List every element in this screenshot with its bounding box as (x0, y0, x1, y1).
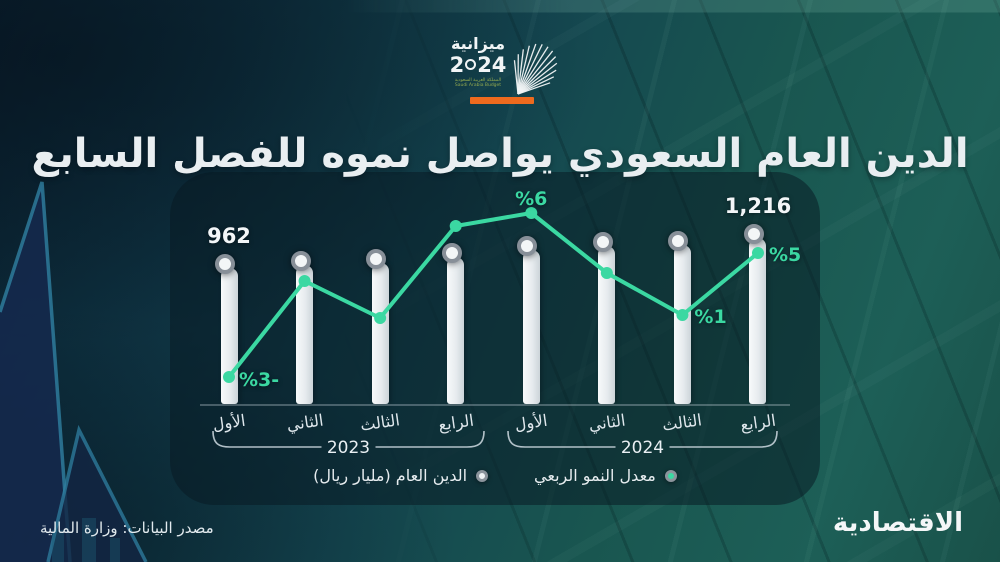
legend-label-growth: معدل النمو الربعي (534, 466, 656, 485)
growth-percent-label: %1 (694, 306, 727, 328)
growth-percent-label: %5 (768, 244, 802, 266)
debt-value-label: 1,216 (724, 194, 792, 218)
legend-item-debt: الدين العام (مليار ريال) (313, 466, 489, 485)
axis-quarter-label: الثالث (661, 410, 704, 435)
budget-logo-year: 2 24 (449, 52, 507, 77)
axis-quarter-label: الثالث (359, 410, 402, 435)
axis-quarter-label: الأول (513, 410, 549, 435)
data-source-note: مصدر البيانات: وزارة المالية (40, 519, 214, 537)
axis-quarter-label: الرابع (739, 410, 777, 435)
budget-logo-title: ميزانية (450, 34, 506, 53)
legend-item-growth: معدل النمو الربعي (534, 466, 677, 485)
axis-quarter-label: الأول (211, 410, 247, 435)
budget-logo-subtext: المملكة العربية السعودية Saudi Arabia Bu… (454, 77, 502, 89)
debt-value-label: 962 (207, 224, 251, 248)
legend-label-debt: الدين العام (مليار ريال) (313, 466, 468, 485)
axis-quarter-label: الرابع (436, 410, 475, 435)
debt-legend-dot-icon (476, 469, 489, 482)
growth-legend-dot-icon (664, 469, 677, 482)
axis-quarter-label: الثاني (587, 410, 627, 435)
page-title: الدين العام السعودي يواصل نموه للفصل الس… (31, 130, 969, 177)
axis-year-label: 2024 (620, 438, 665, 458)
axis-year-label: 2023 (326, 438, 371, 458)
growth-percent-label: %6 (515, 188, 548, 210)
growth-percent-label: %3- (239, 369, 280, 391)
fan-rays-icon (513, 43, 558, 95)
budget-2024-logo: ميزانية 2 24 المملكة العربية السعودية Sau… (446, 34, 565, 96)
publisher-logo: الاقتصادية (832, 508, 963, 538)
accent-divider (470, 97, 534, 104)
axis-quarter-label: الثاني (285, 410, 325, 435)
budget-logo-text: ميزانية 2 24 المملكة العربية السعودية Sau… (446, 34, 510, 89)
chart-legend: معدل النمو الربعي الدين العام (مليار ريا… (170, 466, 820, 485)
gear-icon (465, 59, 477, 71)
